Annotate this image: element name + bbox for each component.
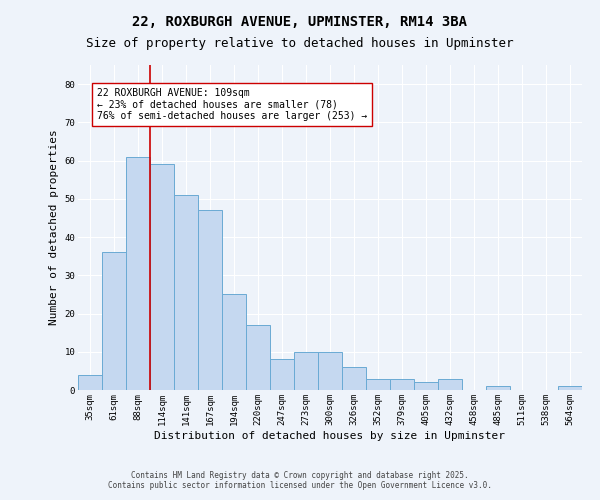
Bar <box>150 164 174 390</box>
Text: 22, ROXBURGH AVENUE, UPMINSTER, RM14 3BA: 22, ROXBURGH AVENUE, UPMINSTER, RM14 3BA <box>133 15 467 29</box>
Text: Size of property relative to detached houses in Upminster: Size of property relative to detached ho… <box>86 38 514 51</box>
Bar <box>222 294 246 390</box>
Bar <box>174 195 198 390</box>
Bar <box>438 378 462 390</box>
Text: 22 ROXBURGH AVENUE: 109sqm
← 23% of detached houses are smaller (78)
76% of semi: 22 ROXBURGH AVENUE: 109sqm ← 23% of deta… <box>97 88 367 121</box>
Bar <box>78 374 102 390</box>
Bar <box>390 378 414 390</box>
Bar <box>126 157 150 390</box>
Bar <box>366 378 390 390</box>
Bar <box>342 367 366 390</box>
Bar <box>294 352 318 390</box>
Bar <box>558 386 582 390</box>
Bar <box>486 386 510 390</box>
Bar <box>414 382 438 390</box>
Text: Contains HM Land Registry data © Crown copyright and database right 2025.
Contai: Contains HM Land Registry data © Crown c… <box>108 470 492 490</box>
Bar <box>198 210 222 390</box>
X-axis label: Distribution of detached houses by size in Upminster: Distribution of detached houses by size … <box>155 430 505 440</box>
Bar <box>318 352 342 390</box>
Y-axis label: Number of detached properties: Number of detached properties <box>49 130 59 326</box>
Bar <box>270 360 294 390</box>
Bar <box>102 252 126 390</box>
Bar <box>246 325 270 390</box>
